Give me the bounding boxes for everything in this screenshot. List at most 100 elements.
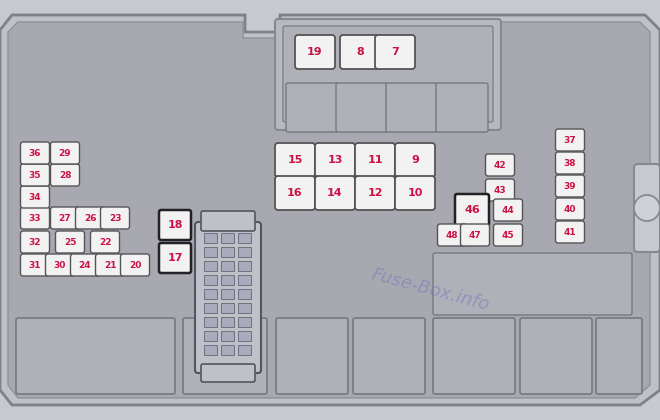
Bar [221, 261, 234, 271]
FancyBboxPatch shape [315, 143, 355, 177]
FancyBboxPatch shape [275, 19, 501, 130]
Text: 48: 48 [446, 231, 458, 239]
Bar [204, 261, 217, 271]
Bar [204, 345, 217, 355]
FancyBboxPatch shape [455, 194, 489, 226]
Text: 24: 24 [79, 260, 91, 270]
Text: 26: 26 [84, 213, 96, 223]
Polygon shape [0, 15, 660, 405]
FancyBboxPatch shape [340, 35, 380, 69]
Text: 32: 32 [29, 237, 42, 247]
FancyBboxPatch shape [71, 254, 100, 276]
Bar [238, 303, 251, 313]
Text: 43: 43 [494, 186, 506, 194]
Bar [204, 303, 217, 313]
FancyBboxPatch shape [486, 179, 515, 201]
Text: 11: 11 [367, 155, 383, 165]
Polygon shape [8, 22, 650, 398]
Text: 36: 36 [29, 149, 42, 158]
FancyBboxPatch shape [100, 207, 129, 229]
FancyBboxPatch shape [90, 231, 119, 253]
Text: 16: 16 [287, 188, 303, 198]
FancyBboxPatch shape [51, 207, 79, 229]
FancyBboxPatch shape [355, 176, 395, 210]
Text: 30: 30 [54, 260, 66, 270]
Bar [238, 331, 251, 341]
Bar [238, 247, 251, 257]
Text: 37: 37 [564, 136, 576, 144]
FancyBboxPatch shape [283, 26, 493, 122]
Bar [221, 331, 234, 341]
FancyBboxPatch shape [286, 83, 338, 132]
Text: 18: 18 [167, 220, 183, 230]
FancyBboxPatch shape [121, 254, 150, 276]
FancyBboxPatch shape [20, 186, 50, 208]
Text: 8: 8 [356, 47, 364, 57]
Text: 15: 15 [287, 155, 303, 165]
Text: 47: 47 [469, 231, 481, 239]
FancyBboxPatch shape [159, 243, 191, 273]
FancyBboxPatch shape [556, 198, 585, 220]
Bar [204, 331, 217, 341]
FancyBboxPatch shape [436, 83, 488, 132]
FancyBboxPatch shape [556, 175, 585, 197]
Text: 13: 13 [327, 155, 343, 165]
FancyBboxPatch shape [353, 318, 425, 394]
Bar [204, 247, 217, 257]
Text: 17: 17 [167, 253, 183, 263]
Text: 7: 7 [391, 47, 399, 57]
Bar [221, 289, 234, 299]
FancyBboxPatch shape [96, 254, 125, 276]
FancyBboxPatch shape [46, 254, 75, 276]
Text: Fuse-Box.info: Fuse-Box.info [369, 265, 491, 315]
Text: 22: 22 [99, 237, 112, 247]
FancyBboxPatch shape [520, 318, 592, 394]
FancyBboxPatch shape [275, 176, 315, 210]
Bar [204, 289, 217, 299]
FancyBboxPatch shape [386, 83, 438, 132]
FancyBboxPatch shape [433, 318, 515, 394]
Text: 45: 45 [502, 231, 514, 239]
FancyBboxPatch shape [195, 222, 261, 373]
Text: 33: 33 [29, 213, 42, 223]
FancyBboxPatch shape [486, 154, 515, 176]
FancyBboxPatch shape [556, 221, 585, 243]
FancyBboxPatch shape [20, 254, 50, 276]
Text: 10: 10 [407, 188, 422, 198]
FancyBboxPatch shape [556, 152, 585, 174]
FancyBboxPatch shape [315, 176, 355, 210]
Bar [238, 233, 251, 243]
Bar [238, 275, 251, 285]
Bar [221, 233, 234, 243]
Text: 19: 19 [307, 47, 323, 57]
FancyBboxPatch shape [336, 83, 388, 132]
Text: 39: 39 [564, 181, 576, 191]
FancyBboxPatch shape [159, 210, 191, 240]
FancyBboxPatch shape [20, 231, 50, 253]
FancyBboxPatch shape [275, 143, 315, 177]
Bar [204, 317, 217, 327]
Text: 42: 42 [494, 160, 506, 170]
Text: 38: 38 [564, 158, 576, 168]
Text: 25: 25 [64, 237, 77, 247]
Bar [221, 275, 234, 285]
FancyBboxPatch shape [55, 231, 84, 253]
FancyBboxPatch shape [16, 318, 175, 394]
FancyBboxPatch shape [201, 211, 255, 231]
Text: 28: 28 [59, 171, 71, 179]
FancyBboxPatch shape [438, 224, 467, 246]
FancyBboxPatch shape [20, 142, 50, 164]
Bar [238, 317, 251, 327]
Text: 35: 35 [29, 171, 42, 179]
Bar [238, 345, 251, 355]
FancyBboxPatch shape [461, 224, 490, 246]
Bar [204, 233, 217, 243]
Bar [238, 289, 251, 299]
Text: 14: 14 [327, 188, 343, 198]
FancyBboxPatch shape [596, 318, 642, 394]
Text: 29: 29 [59, 149, 71, 158]
FancyBboxPatch shape [183, 318, 267, 394]
Circle shape [634, 195, 660, 221]
Text: 21: 21 [104, 260, 116, 270]
FancyBboxPatch shape [51, 164, 79, 186]
